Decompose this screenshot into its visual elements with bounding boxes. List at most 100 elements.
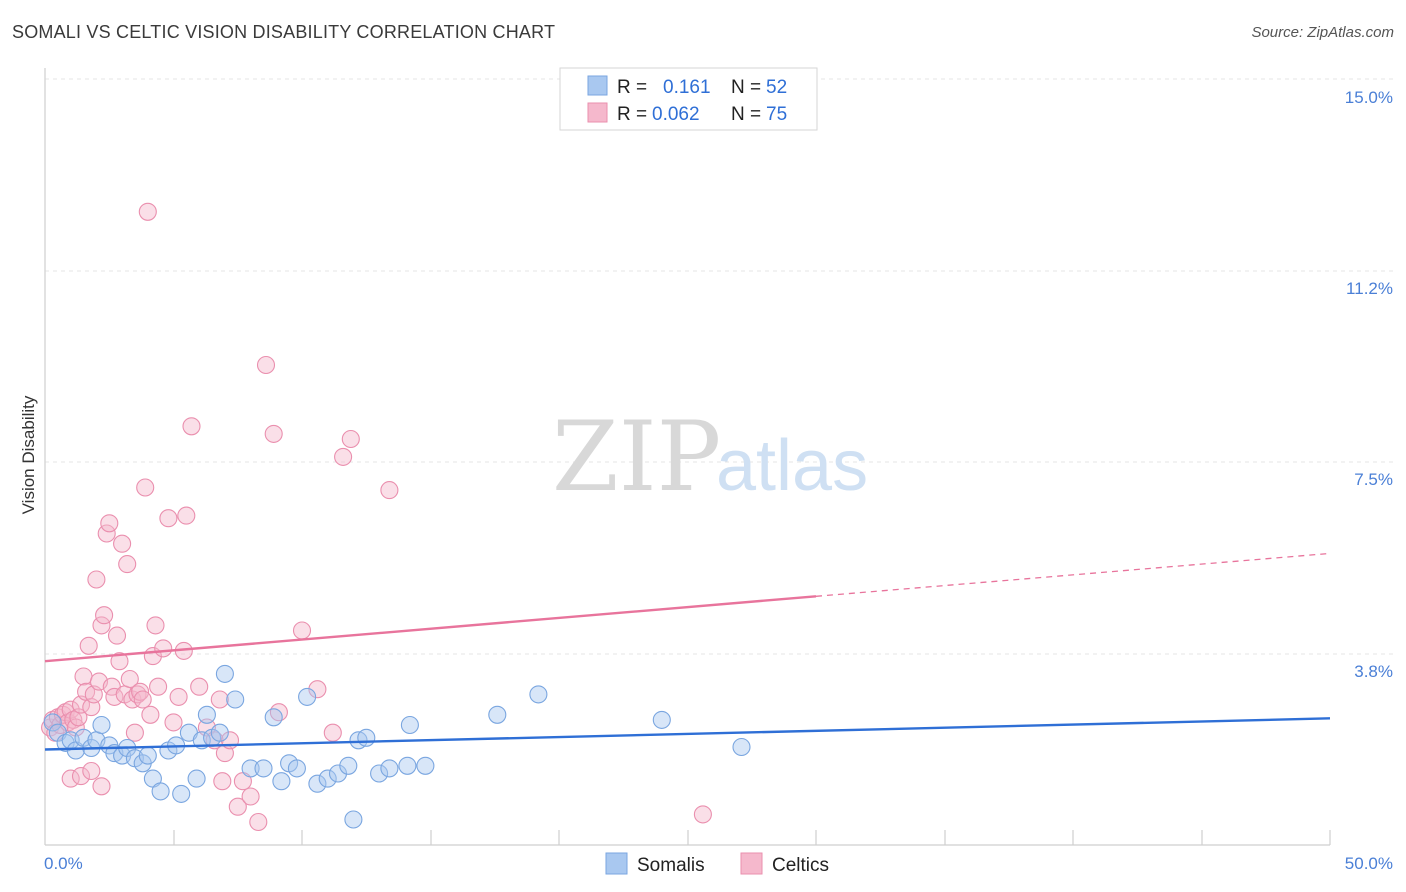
somalis-point-0 xyxy=(43,713,62,732)
celtics-point-60 xyxy=(249,812,268,832)
celtics-point-39 xyxy=(141,705,160,724)
somalis-point-27 xyxy=(215,664,234,683)
celtics-point-34 xyxy=(128,685,147,704)
somalis-point-41 xyxy=(357,728,376,747)
y-tick-label-15: 15.0% xyxy=(1345,88,1393,107)
celtics-point-59 xyxy=(241,787,260,806)
celtics-point-63 xyxy=(269,703,288,722)
legend-swatch-somalis xyxy=(587,75,608,96)
somalis-point-15 xyxy=(138,746,157,765)
chart-title: SOMALI VS CELTIC VISION DISABILITY CORRE… xyxy=(12,22,556,42)
celtics-point-44 xyxy=(159,509,178,528)
somalis-point-37 xyxy=(318,769,337,788)
celtics-point-18 xyxy=(87,570,106,589)
y-axis-label: Vision Disability xyxy=(19,395,38,514)
legend-n-value-celtics: 75 xyxy=(766,104,787,125)
x-tick-label-50: 50.0% xyxy=(1345,854,1393,873)
legend-r-value-somalis: 0.161 xyxy=(663,77,711,98)
legend-r-value-celtics: 0.062 xyxy=(652,104,700,125)
somalis-point-50 xyxy=(652,710,671,729)
celtics-trend-line xyxy=(44,595,817,663)
celtics-point-21 xyxy=(95,606,114,625)
watermark-atlas: atlas xyxy=(716,426,868,506)
celtics-point-23 xyxy=(100,514,119,533)
somalis-point-2 xyxy=(56,733,75,752)
celtics-point-28 xyxy=(113,534,132,553)
celtics-point-45 xyxy=(164,713,183,732)
celtics-trend-extension xyxy=(815,552,1331,597)
somalis-point-45 xyxy=(400,715,419,735)
celtics-point-25 xyxy=(105,687,124,706)
y-tick-label-3.8: 3.8% xyxy=(1354,662,1393,681)
somalis-point-47 xyxy=(344,810,363,829)
x-tick-label-0: 0.0% xyxy=(44,854,83,873)
celtics-point-70 xyxy=(61,769,80,788)
somalis-point-30 xyxy=(254,759,273,778)
celtics-point-57 xyxy=(228,797,247,816)
legend-top: R = 0.161 N = 52 R = 0.062 N = 75 xyxy=(559,67,818,131)
celtics-point-61 xyxy=(256,355,276,375)
grid xyxy=(45,78,1393,655)
celtics-point-62 xyxy=(264,424,283,443)
celtics-point-26 xyxy=(107,626,127,645)
legend-r-label-somalis: R = xyxy=(617,77,647,98)
somalis-point-26 xyxy=(210,723,229,742)
celtics-point-41 xyxy=(146,616,165,635)
legend-swatch-celtics xyxy=(587,102,608,123)
celtics-point-74 xyxy=(693,805,712,824)
celtics-point-54 xyxy=(213,772,232,791)
somalis-point-51 xyxy=(732,737,751,757)
celtics-point-33 xyxy=(125,723,144,742)
x-tick-marks xyxy=(173,830,1331,845)
somalis-point-46 xyxy=(416,756,435,775)
somalis-point-24 xyxy=(197,705,216,724)
somalis-point-43 xyxy=(380,759,399,778)
celtics-point-65 xyxy=(308,680,327,699)
legend-n-label-celtics: N = xyxy=(731,104,761,125)
somalis-point-34 xyxy=(287,759,306,778)
points-layer xyxy=(41,202,751,832)
celtics-point-22 xyxy=(97,524,116,543)
somalis-point-49 xyxy=(529,685,548,704)
legend-n-value-somalis: 52 xyxy=(766,77,787,98)
somalis-point-32 xyxy=(272,772,291,791)
somalis-trend-line xyxy=(44,717,1331,751)
celtics-point-53 xyxy=(210,690,229,709)
celtics-point-32 xyxy=(123,690,142,709)
y-tick-label-11.2: 11.2% xyxy=(1346,279,1393,298)
celtics-point-36 xyxy=(133,690,152,709)
legend-n-label-somalis: N = xyxy=(731,77,761,98)
celtics-point-30 xyxy=(118,555,137,574)
celtics-point-20 xyxy=(92,616,111,635)
y-tick-label-7.5: 7.5% xyxy=(1354,470,1393,489)
celtics-point-42 xyxy=(149,677,168,696)
celtics-point-15 xyxy=(79,636,98,655)
celtics-point-8 xyxy=(61,700,80,719)
celtics-point-69 xyxy=(380,481,399,500)
celtics-point-68 xyxy=(341,429,360,449)
celtics-point-64 xyxy=(292,621,312,640)
somalis-point-17 xyxy=(151,782,170,801)
celtics-point-67 xyxy=(334,447,353,466)
celtics-point-66 xyxy=(323,723,342,742)
somalis-point-29 xyxy=(241,759,260,778)
legend-bottom-label-celtics: Celtics xyxy=(772,855,829,876)
somalis-point-22 xyxy=(187,769,206,788)
celtics-point-72 xyxy=(82,761,101,781)
celtics-point-46 xyxy=(169,687,188,706)
somalis-point-44 xyxy=(398,756,417,775)
celtics-point-27 xyxy=(110,652,129,671)
somalis-point-28 xyxy=(226,690,245,709)
legend-bottom: Somalis Celtics xyxy=(605,852,829,876)
celtics-point-71 xyxy=(71,767,91,786)
somalis-point-31 xyxy=(264,708,283,727)
somalis-point-36 xyxy=(308,774,327,793)
legend-bottom-swatch-celtics xyxy=(740,852,763,875)
celtics-point-38 xyxy=(138,202,157,221)
celtics-point-37 xyxy=(136,478,155,497)
legend-r-label-celtics: R = xyxy=(617,104,647,125)
celtics-point-31 xyxy=(120,669,139,689)
source-label: Source: ZipAtlas.com xyxy=(1251,24,1394,41)
somalis-point-38 xyxy=(328,764,348,783)
